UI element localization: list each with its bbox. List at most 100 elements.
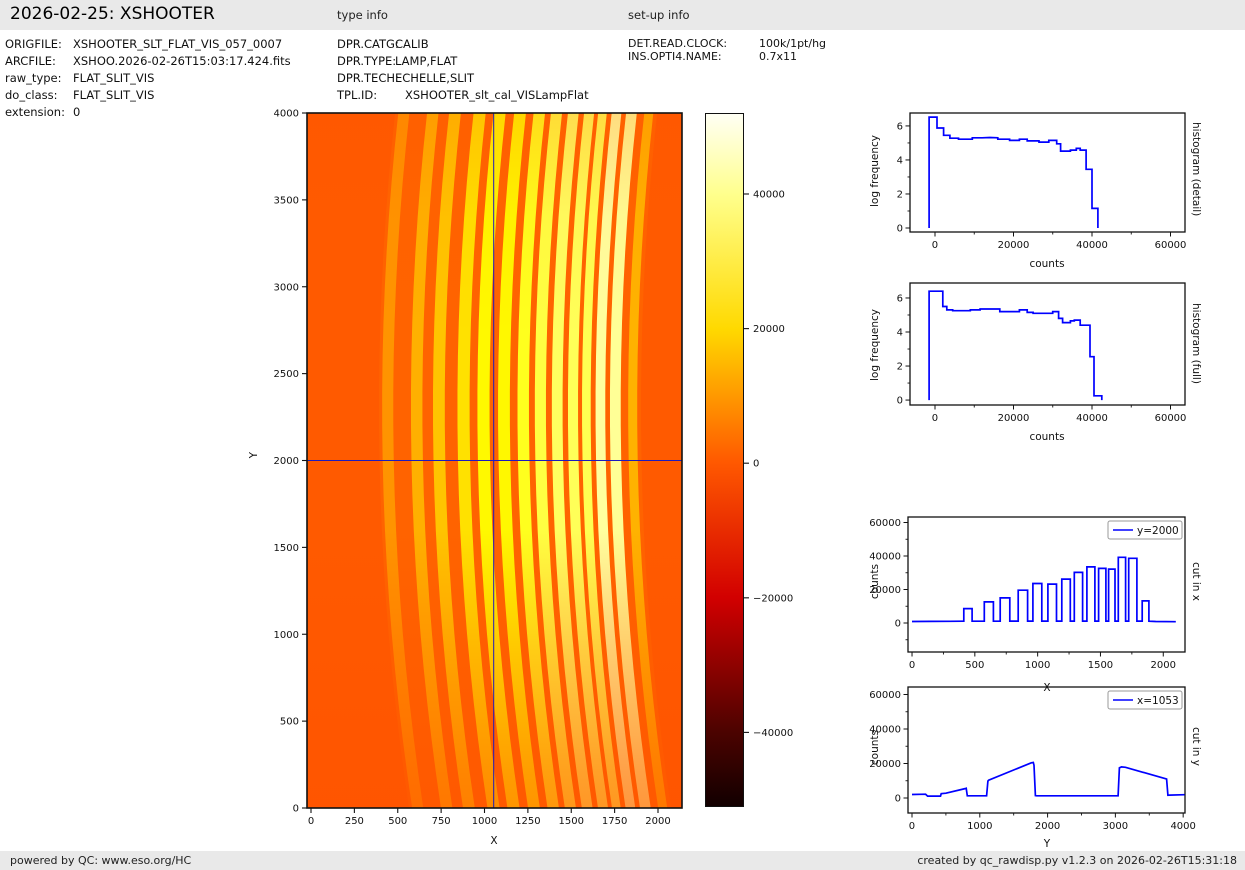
svg-text:60000: 60000 xyxy=(869,690,901,701)
colorbar xyxy=(705,113,744,807)
svg-text:40000: 40000 xyxy=(1076,240,1108,251)
cut-x-xlabel: X xyxy=(1043,682,1051,694)
hist-detail-xlabel: counts xyxy=(1029,258,1065,270)
svg-text:0: 0 xyxy=(909,660,915,671)
svg-text:0: 0 xyxy=(897,396,903,407)
svg-text:3000: 3000 xyxy=(1103,821,1128,832)
cut-y-xlabel: Y xyxy=(1043,838,1051,850)
svg-text:20000: 20000 xyxy=(998,240,1030,251)
svg-text:1000: 1000 xyxy=(1025,660,1050,671)
svg-text:500: 500 xyxy=(280,717,299,728)
section-title-type-info: type info xyxy=(337,8,388,22)
svg-text:−20000: −20000 xyxy=(753,593,793,604)
meta-key: ORIGFILE: xyxy=(5,37,62,51)
hist-detail-ylabel: log frequency xyxy=(869,135,881,208)
legend-box xyxy=(1107,520,1183,540)
svg-text:0: 0 xyxy=(753,459,759,470)
svg-text:1500: 1500 xyxy=(274,543,299,554)
section-title-setup-info: set-up info xyxy=(628,8,690,22)
hist-detail-right-label: histogram (detail) xyxy=(1190,122,1202,217)
footer-bar xyxy=(0,851,1245,870)
setup-info-row: DET.READ.CLOCK: 100k/1pt/hg xyxy=(628,37,826,50)
svg-text:0: 0 xyxy=(308,816,314,827)
svg-text:4: 4 xyxy=(897,155,903,166)
main-xaxis-label: X xyxy=(490,835,498,847)
meta-key: do_class: xyxy=(5,88,58,102)
plot-hist_full: 0 20000 40000 60000 0 2 4 6 xyxy=(897,282,1187,424)
legend-box xyxy=(1107,690,1183,710)
svg-text:40000: 40000 xyxy=(869,552,901,563)
type-value: LAMP,FLAT xyxy=(395,54,458,68)
svg-text:0: 0 xyxy=(909,821,915,832)
title-bar xyxy=(0,0,1245,30)
svg-text:2000: 2000 xyxy=(1151,660,1176,671)
setup-info-row: INS.OPTI4.NAME: 0.7x11 xyxy=(628,50,797,63)
meta-row: extension: 0 xyxy=(5,105,80,119)
svg-text:6: 6 xyxy=(897,121,903,132)
svg-text:0: 0 xyxy=(895,619,901,630)
plot-hist_detail: 0 20000 40000 60000 0 2 4 6 xyxy=(897,112,1187,251)
meta-value: XSHOO.2026-02-26T15:03:17.424.fits xyxy=(73,54,291,68)
type-key: DPR.CATG: xyxy=(337,37,399,51)
meta-row: raw_type: FLAT_SLIT_VIS xyxy=(5,71,154,85)
svg-text:3000: 3000 xyxy=(274,282,299,293)
svg-text:−40000: −40000 xyxy=(753,728,793,739)
meta-key: extension: xyxy=(5,105,65,119)
svg-text:0: 0 xyxy=(932,413,938,424)
meta-row: ARCFILE: XSHOO.2026-02-26T15:03:17.424.fi… xyxy=(5,54,291,68)
svg-text:20000: 20000 xyxy=(998,413,1030,424)
hist-full-ylabel: log frequency xyxy=(869,309,881,382)
svg-text:2000: 2000 xyxy=(1035,821,1060,832)
svg-text:60000: 60000 xyxy=(1155,240,1187,251)
svg-text:0: 0 xyxy=(932,240,938,251)
footer-created-by: created by qc_rawdisp.py v1.2.3 on 2026-… xyxy=(917,854,1237,867)
svg-text:2500: 2500 xyxy=(274,369,299,380)
hist-full-xlabel: counts xyxy=(1029,431,1065,443)
svg-text:0: 0 xyxy=(293,804,299,815)
svg-text:500: 500 xyxy=(388,816,407,827)
svg-text:2000: 2000 xyxy=(645,816,670,827)
meta-row: ORIGFILE: XSHOOTER_SLT_FLAT_VIS_057_0007 xyxy=(5,37,282,51)
svg-text:3500: 3500 xyxy=(274,195,299,206)
type-info-row: DPR.TECH:ECHELLE,SLIT xyxy=(337,71,474,85)
svg-text:750: 750 xyxy=(432,816,451,827)
svg-text:2: 2 xyxy=(897,189,903,200)
echelle-image xyxy=(307,113,682,808)
setup-key: DET.READ.CLOCK: xyxy=(628,37,728,50)
type-value: XSHOOTER_slt_cal_VISLampFlat xyxy=(405,88,589,102)
svg-text:6: 6 xyxy=(897,293,903,304)
type-key: DPR.TECH: xyxy=(337,71,399,85)
svg-text:500: 500 xyxy=(965,660,984,671)
svg-text:y=2000: y=2000 xyxy=(1137,525,1179,537)
svg-text:x=1053: x=1053 xyxy=(1137,695,1179,707)
svg-text:40000: 40000 xyxy=(753,189,785,200)
setup-value: 0.7x11 xyxy=(759,50,798,63)
cut-x-ylabel: counts xyxy=(869,564,881,600)
setup-value: 100k/1pt/hg xyxy=(759,37,827,50)
type-key: DPR.TYPE: xyxy=(337,54,397,68)
hist-full-right-label: histogram (full) xyxy=(1190,303,1202,384)
page-title: 2026-02-25: XSHOOTER xyxy=(10,4,215,24)
svg-text:1750: 1750 xyxy=(602,816,627,827)
svg-text:20000: 20000 xyxy=(753,324,785,335)
meta-value: XSHOOTER_SLT_FLAT_VIS_057_0007 xyxy=(73,37,283,51)
meta-row: do_class: FLAT_SLIT_VIS xyxy=(5,88,154,102)
meta-value: FLAT_SLIT_VIS xyxy=(73,88,155,102)
svg-text:2: 2 xyxy=(897,362,903,373)
type-info-row: TPL.ID: XSHOOTER_slt_cal_VISLampFlat xyxy=(337,88,589,102)
meta-key: raw_type: xyxy=(5,71,62,85)
type-key: TPL.ID: xyxy=(337,88,378,102)
svg-text:1000: 1000 xyxy=(274,630,299,641)
cut-x-right-label: cut in x xyxy=(1190,562,1202,602)
svg-text:40000: 40000 xyxy=(1076,413,1108,424)
meta-value: 0 xyxy=(73,105,81,119)
main-yaxis-label: Y xyxy=(248,452,260,459)
cut-y-ylabel: counts xyxy=(869,730,881,766)
svg-text:0: 0 xyxy=(897,224,903,235)
svg-text:60000: 60000 xyxy=(869,518,901,529)
svg-text:60000: 60000 xyxy=(1155,413,1187,424)
type-value: CALIB xyxy=(395,37,429,51)
